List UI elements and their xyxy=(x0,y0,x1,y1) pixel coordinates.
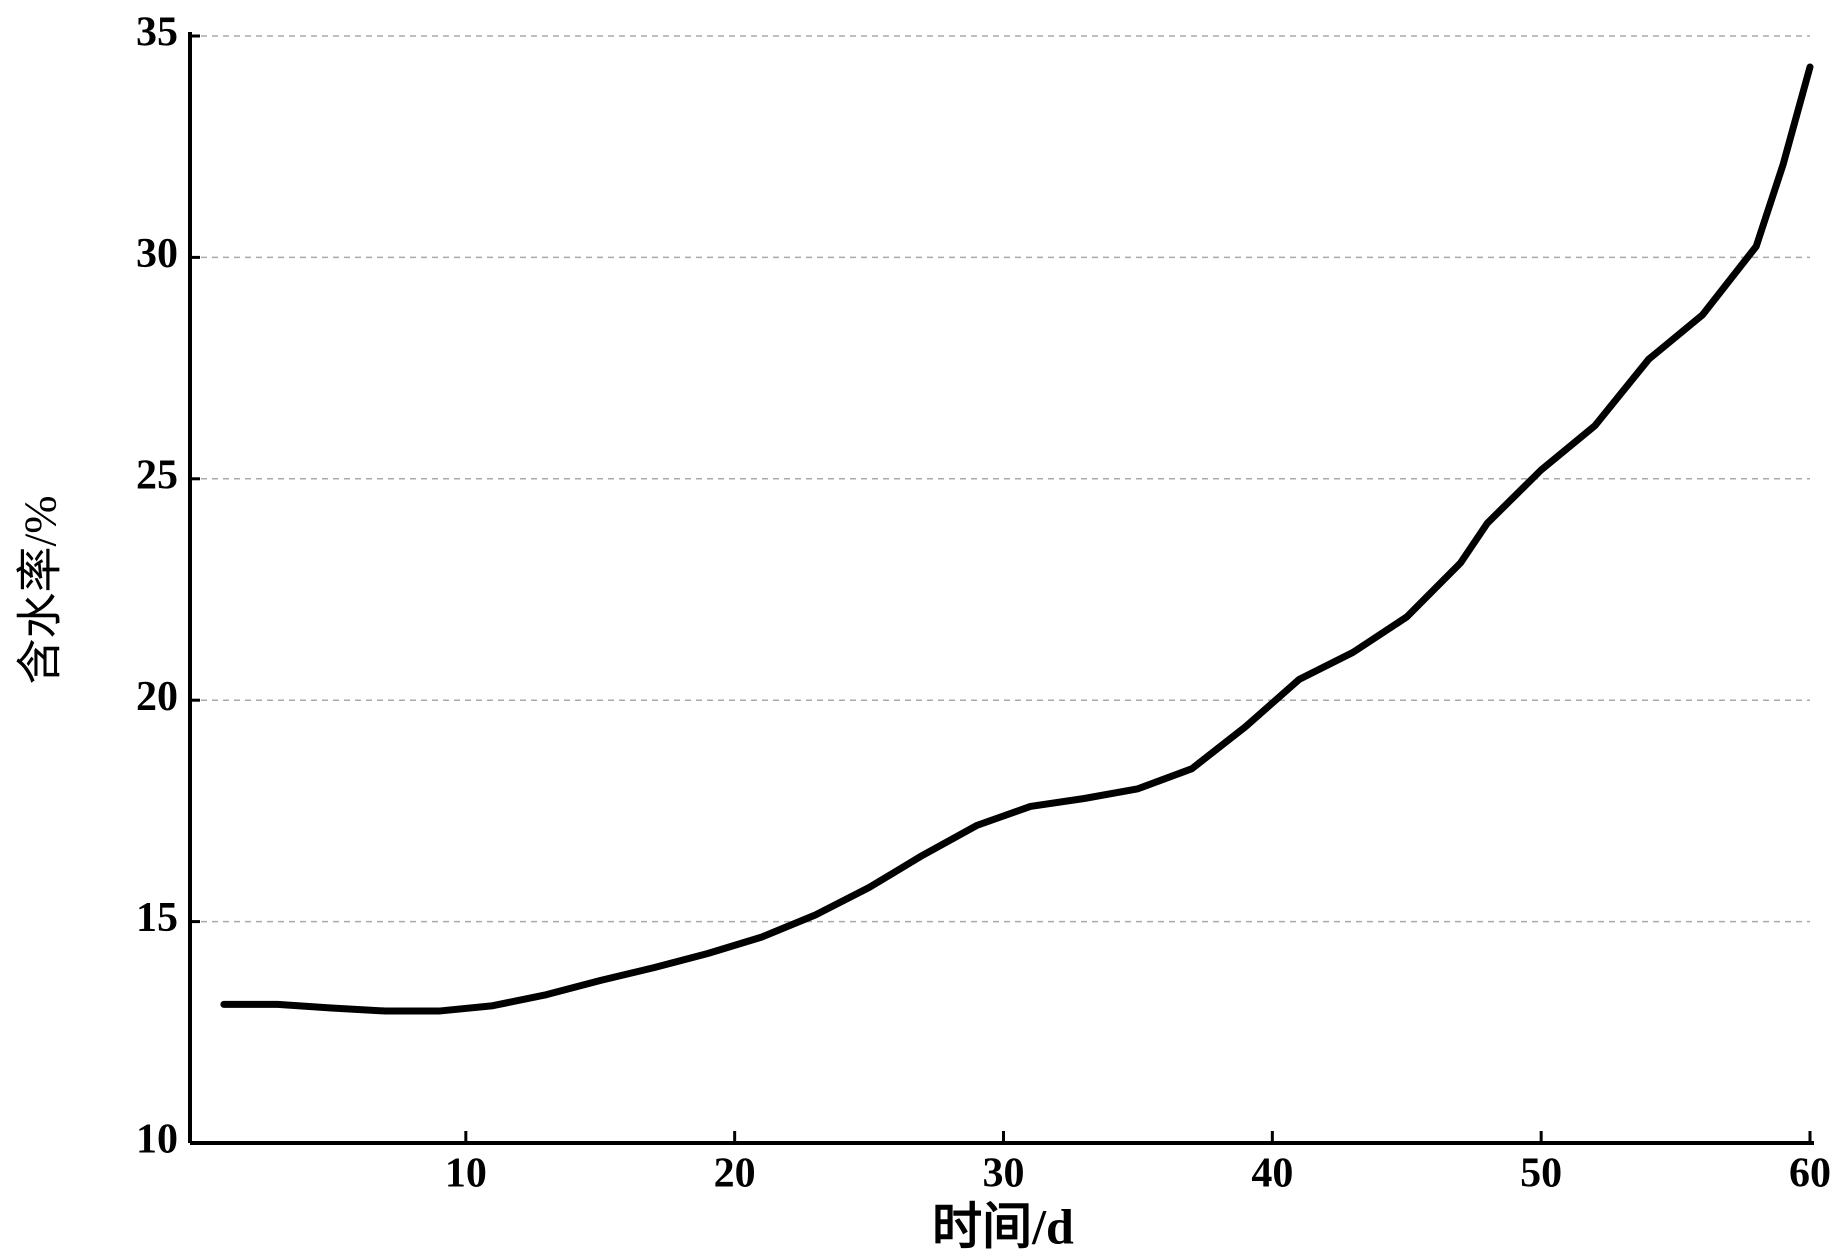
y-tick-label: 25 xyxy=(136,452,178,498)
x-tick-label: 10 xyxy=(445,1151,487,1197)
x-tick-label: 30 xyxy=(983,1151,1025,1197)
x-axis-title: 时间/d xyxy=(932,1198,1074,1254)
y-tick-label: 30 xyxy=(136,231,178,277)
x-tick-label: 20 xyxy=(714,1151,756,1197)
y-axis-title: 含水率/% xyxy=(15,495,66,684)
y-tick-label: 35 xyxy=(136,10,178,56)
x-tick-label: 40 xyxy=(1251,1151,1293,1197)
x-tick-label: 60 xyxy=(1789,1151,1831,1197)
y-tick-label: 10 xyxy=(136,1117,178,1163)
data-line xyxy=(220,63,1814,1015)
y-tick-label: 15 xyxy=(136,895,178,941)
y-tick-label: 20 xyxy=(136,674,178,720)
x-tick-label: 50 xyxy=(1520,1151,1562,1197)
